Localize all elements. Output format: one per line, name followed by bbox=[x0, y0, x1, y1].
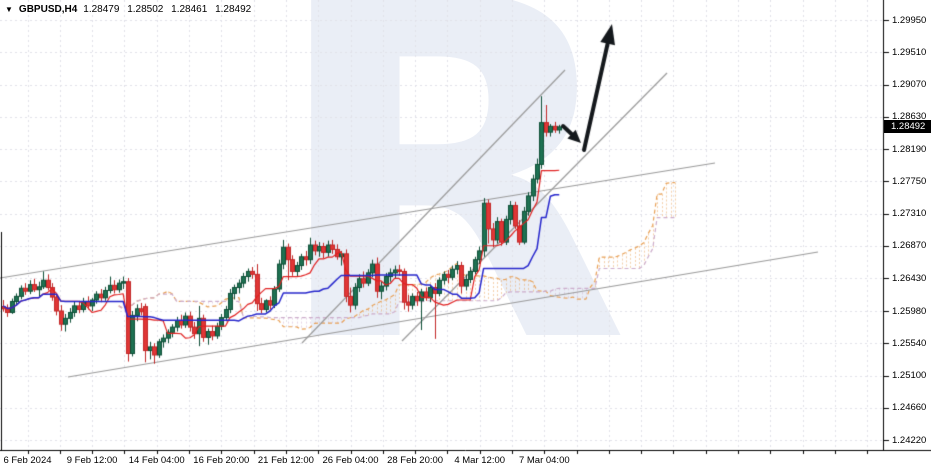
x-axis-label: 4 Mar 12:00 bbox=[454, 455, 506, 466]
y-axis-label: 1.29950 bbox=[892, 14, 927, 26]
ohlc-readout: 1.28479 1.28502 1.28461 1.28492 bbox=[83, 4, 256, 15]
y-axis-label: 1.24220 bbox=[892, 434, 927, 446]
ohlc-close: 1.28492 bbox=[215, 4, 252, 15]
x-axis-label: 26 Feb 04:00 bbox=[322, 455, 379, 466]
y-axis-label: 1.29070 bbox=[892, 79, 927, 90]
chart-header: ▼ GBPUSD,H4 1.28479 1.28502 1.28461 1.28… bbox=[5, 4, 256, 15]
y-axis-label: 1.25540 bbox=[892, 337, 927, 349]
x-axis-label: 16 Feb 20:00 bbox=[193, 455, 250, 466]
y-axis-label: 1.26430 bbox=[892, 272, 927, 284]
y-axis-label: 1.26870 bbox=[892, 240, 927, 252]
ohlc-open: 1.28479 bbox=[83, 4, 120, 15]
x-axis-label: 7 Mar 04:00 bbox=[518, 455, 570, 466]
y-axis-label: 1.28630 bbox=[892, 111, 927, 123]
symbol-timeframe-label: GBPUSD,H4 bbox=[18, 4, 78, 15]
y-axis-label: 1.25980 bbox=[892, 305, 927, 317]
current-price-label: 1.28492 bbox=[884, 120, 931, 133]
y-axis-label: 1.27750 bbox=[892, 175, 927, 187]
y-axis-label: 1.28190 bbox=[892, 143, 927, 155]
x-axis-label: 9 Feb 12:00 bbox=[66, 455, 118, 466]
ohlc-low: 1.28461 bbox=[171, 4, 208, 15]
y-axis-label: 1.24660 bbox=[892, 402, 927, 414]
y-axis-label: 1.27310 bbox=[892, 208, 927, 219]
x-axis-label: 14 Feb 04:00 bbox=[128, 455, 185, 466]
x-axis-label: 21 Feb 12:00 bbox=[257, 455, 314, 466]
ohlc-high: 1.28502 bbox=[127, 4, 164, 15]
x-axis-label: 6 Feb 2024 bbox=[3, 455, 52, 466]
symbol-dropdown-icon[interactable]: ▼ bbox=[5, 4, 13, 14]
x-axis-label: 28 Feb 20:00 bbox=[387, 455, 444, 466]
y-axis-label: 1.29510 bbox=[892, 46, 927, 58]
y-axis-label: 1.25100 bbox=[892, 370, 927, 381]
